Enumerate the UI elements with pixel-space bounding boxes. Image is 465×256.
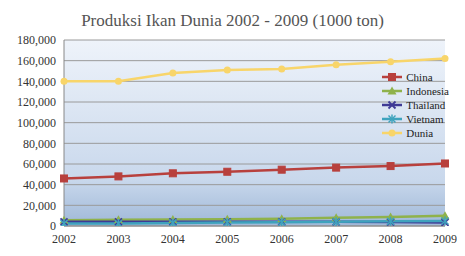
svg-text:2003: 2003 [106, 232, 130, 246]
svg-text:160,000: 160,000 [17, 54, 56, 68]
svg-text:60,000: 60,000 [23, 157, 56, 171]
html-text:Produksi Ikan Dunia 2002 - 200: Produksi Ikan Dunia 2002 - 2009 (1000 to… [81, 11, 384, 30]
html-text:Indonesia: Indonesia [406, 84, 449, 97]
html-text:Thailand: Thailand [406, 98, 446, 111]
svg-text:80,000: 80,000 [23, 137, 56, 151]
svg-text:2006: 2006 [270, 232, 294, 246]
html-text:Vietnam: Vietnam [406, 112, 444, 125]
svg-text:2002: 2002 [52, 232, 76, 246]
svg-text:40,000: 40,000 [23, 178, 56, 192]
svg-text:2005: 2005 [215, 232, 239, 246]
svg-text:0: 0 [50, 219, 56, 233]
svg-text:2004: 2004 [161, 232, 185, 246]
svg-text:2008: 2008 [379, 232, 403, 246]
html-text:Dunia: Dunia [406, 126, 434, 139]
svg-text:180,000: 180,000 [17, 34, 56, 47]
svg-text:20,000: 20,000 [23, 199, 56, 213]
html-text:China: China [406, 70, 433, 83]
svg-text:2007: 2007 [324, 232, 348, 246]
svg-text:140,000: 140,000 [17, 75, 56, 89]
svg-text:120,000: 120,000 [17, 95, 56, 109]
svg-text:100,000: 100,000 [17, 116, 56, 130]
svg-text:2009: 2009 [433, 232, 457, 246]
